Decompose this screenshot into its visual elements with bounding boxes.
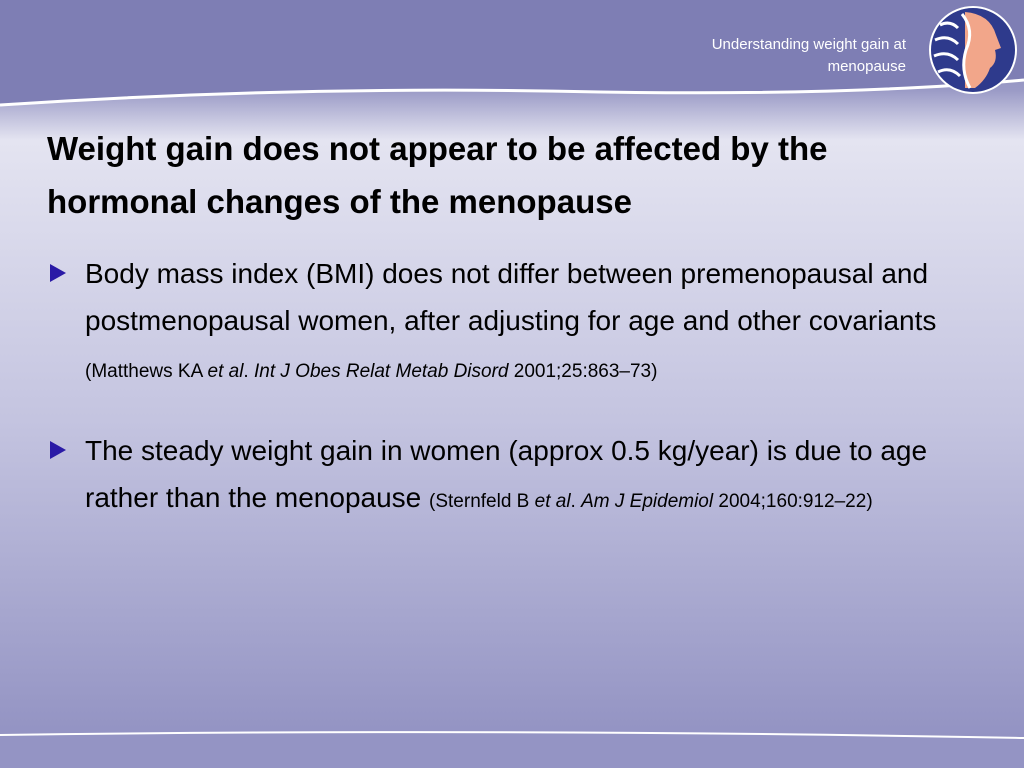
citation-part: Int J Obes Relat Metab Disord	[253, 361, 509, 382]
citation-part: .	[570, 491, 582, 512]
citation-part: (Sternfeld B	[429, 491, 535, 512]
bullet-list: Body mass index (BMI) does not differ be…	[48, 250, 948, 557]
citation-part: .	[243, 361, 254, 382]
bullet-text: The steady weight gain in women (approx …	[85, 435, 928, 513]
bullet-marker	[50, 264, 66, 282]
slide-title: Weight gain does not appear to be affect…	[47, 130, 828, 220]
citation-part: et al	[207, 361, 244, 382]
bullet-item: Body mass index (BMI) does not differ be…	[48, 250, 948, 391]
bullet-text: Body mass index (BMI) does not differ be…	[85, 258, 937, 336]
citation: (Matthews KA et al. Int J Obes Relat Met…	[85, 361, 657, 382]
citation-part: Am J Epidemiol	[581, 491, 714, 512]
footer-band	[0, 732, 1024, 768]
bullet-marker	[50, 441, 66, 459]
citation-part: 2001;25:863–73)	[508, 361, 658, 382]
citation-part: 2004;160:912–22)	[713, 491, 873, 512]
footer-line	[0, 731, 1024, 739]
citation: (Sternfeld B et al. Am J Epidemiol 2004;…	[429, 491, 873, 512]
header-text: Understanding weight gain at menopause	[711, 36, 906, 75]
header-band	[0, 0, 1024, 105]
header-curve	[0, 78, 1024, 107]
citation-part: (Matthews KA	[85, 361, 208, 382]
bullet-item: The steady weight gain in women (approx …	[48, 427, 948, 521]
logo	[929, 6, 1017, 94]
citation-part: et al	[534, 491, 571, 512]
